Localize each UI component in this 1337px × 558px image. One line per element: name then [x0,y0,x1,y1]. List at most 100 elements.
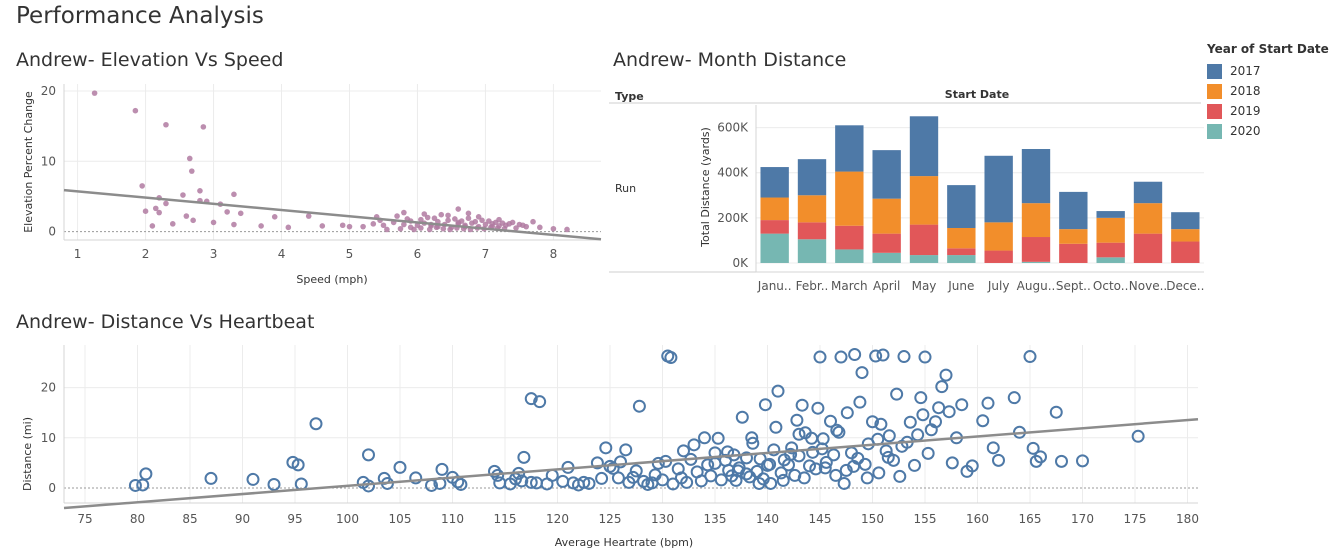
bar-segment-2018[interactable] [835,171,864,226]
data-point[interactable] [479,217,485,224]
data-point[interactable] [517,450,531,464]
data-point[interactable] [520,222,526,229]
data-point[interactable] [465,210,472,217]
data-point[interactable] [577,475,591,489]
data-point[interactable] [916,408,930,422]
data-point[interactable] [687,438,701,452]
data-point[interactable] [246,472,260,486]
data-point[interactable] [784,447,798,461]
data-point[interactable] [714,473,728,487]
legend-item-2018[interactable]: 2018 [1207,81,1332,101]
data-point[interactable] [858,457,872,471]
bar-segment-2017[interactable] [1171,212,1200,230]
data-point[interactable] [224,209,230,215]
data-point[interactable] [855,366,869,380]
bar-segment-2019[interactable] [947,248,976,256]
heartbeat-scatter-chart[interactable]: Distance (mi) Average Heartrate (bpm) 75… [0,340,1210,558]
bar-segment-2018[interactable] [1096,217,1125,243]
bar-segment-2020[interactable] [1021,261,1051,263]
bar-segment-2017[interactable] [872,150,901,199]
data-point[interactable] [677,444,690,458]
data-point[interactable] [939,368,953,382]
data-point[interactable] [475,214,482,220]
data-point[interactable] [426,226,433,233]
data-point[interactable] [582,476,596,490]
data-point[interactable] [866,415,879,429]
data-point[interactable] [829,468,843,482]
data-point[interactable] [163,121,169,128]
data-point[interactable] [180,192,186,198]
data-point[interactable] [163,200,169,207]
bar-segment-2020[interactable] [1096,257,1125,263]
data-point[interactable] [811,401,825,415]
data-point[interactable] [231,191,237,198]
data-point[interactable] [537,224,543,231]
data-point[interactable] [190,217,196,224]
bar-segment-2019[interactable] [1096,242,1125,258]
data-point[interactable] [848,348,862,362]
data-point[interactable] [774,466,788,480]
data-point[interactable] [893,469,907,483]
data-point[interactable] [595,471,609,485]
data-point[interactable] [496,216,502,223]
data-point[interactable] [339,222,346,229]
data-point[interactable] [149,223,156,229]
data-point[interactable] [632,399,646,413]
data-point[interactable] [769,420,783,434]
data-point[interactable] [792,427,806,441]
data-point[interactable] [606,461,620,475]
bar-segment-2018[interactable] [984,222,1013,251]
data-point[interactable] [454,477,468,491]
data-point[interactable] [445,212,451,219]
data-point[interactable] [1007,391,1021,405]
data-point[interactable] [1076,454,1089,468]
data-point[interactable] [409,471,423,485]
data-point[interactable] [524,392,538,406]
data-point[interactable] [271,214,278,220]
data-point[interactable] [614,455,627,469]
data-point[interactable] [839,463,853,477]
data-point[interactable] [1026,441,1040,455]
data-point[interactable] [840,406,854,420]
data-point[interactable] [876,348,890,362]
data-point[interactable] [763,457,777,471]
data-point[interactable] [267,477,281,491]
bar-segment-2017[interactable] [835,125,864,172]
data-point[interactable] [834,350,848,364]
data-point[interactable] [664,351,678,365]
data-point[interactable] [914,391,928,405]
data-point[interactable] [393,460,407,474]
data-point[interactable] [721,445,735,459]
bar-segment-2019[interactable] [872,233,901,253]
data-point[interactable] [91,90,98,96]
data-point[interactable] [319,223,326,229]
data-point[interactable] [186,155,193,162]
data-point[interactable] [790,413,804,427]
data-point[interactable] [204,471,218,485]
data-point[interactable] [418,225,424,231]
data-point[interactable] [740,467,753,481]
data-point[interactable] [666,477,680,491]
data-point[interactable] [445,217,451,224]
data-point[interactable] [210,219,217,226]
data-point[interactable] [472,218,479,225]
data-point[interactable] [397,225,404,232]
bar-segment-2017[interactable] [984,155,1013,223]
data-point[interactable] [493,476,507,490]
data-point[interactable] [992,453,1005,467]
data-point[interactable] [550,225,557,232]
data-point[interactable] [440,225,447,232]
bar-segment-2017[interactable] [760,167,789,198]
data-point[interactable] [421,211,428,217]
data-point[interactable] [139,183,145,189]
bar-segment-2019[interactable] [1021,237,1051,262]
data-point[interactable] [785,441,799,455]
data-point[interactable] [499,220,506,226]
data-point[interactable] [1131,429,1145,443]
data-point[interactable] [827,448,841,462]
data-point[interactable] [853,395,867,409]
data-point[interactable] [986,441,1000,455]
data-point[interactable] [795,398,809,412]
data-point[interactable] [819,455,833,469]
data-point[interactable] [860,471,874,485]
